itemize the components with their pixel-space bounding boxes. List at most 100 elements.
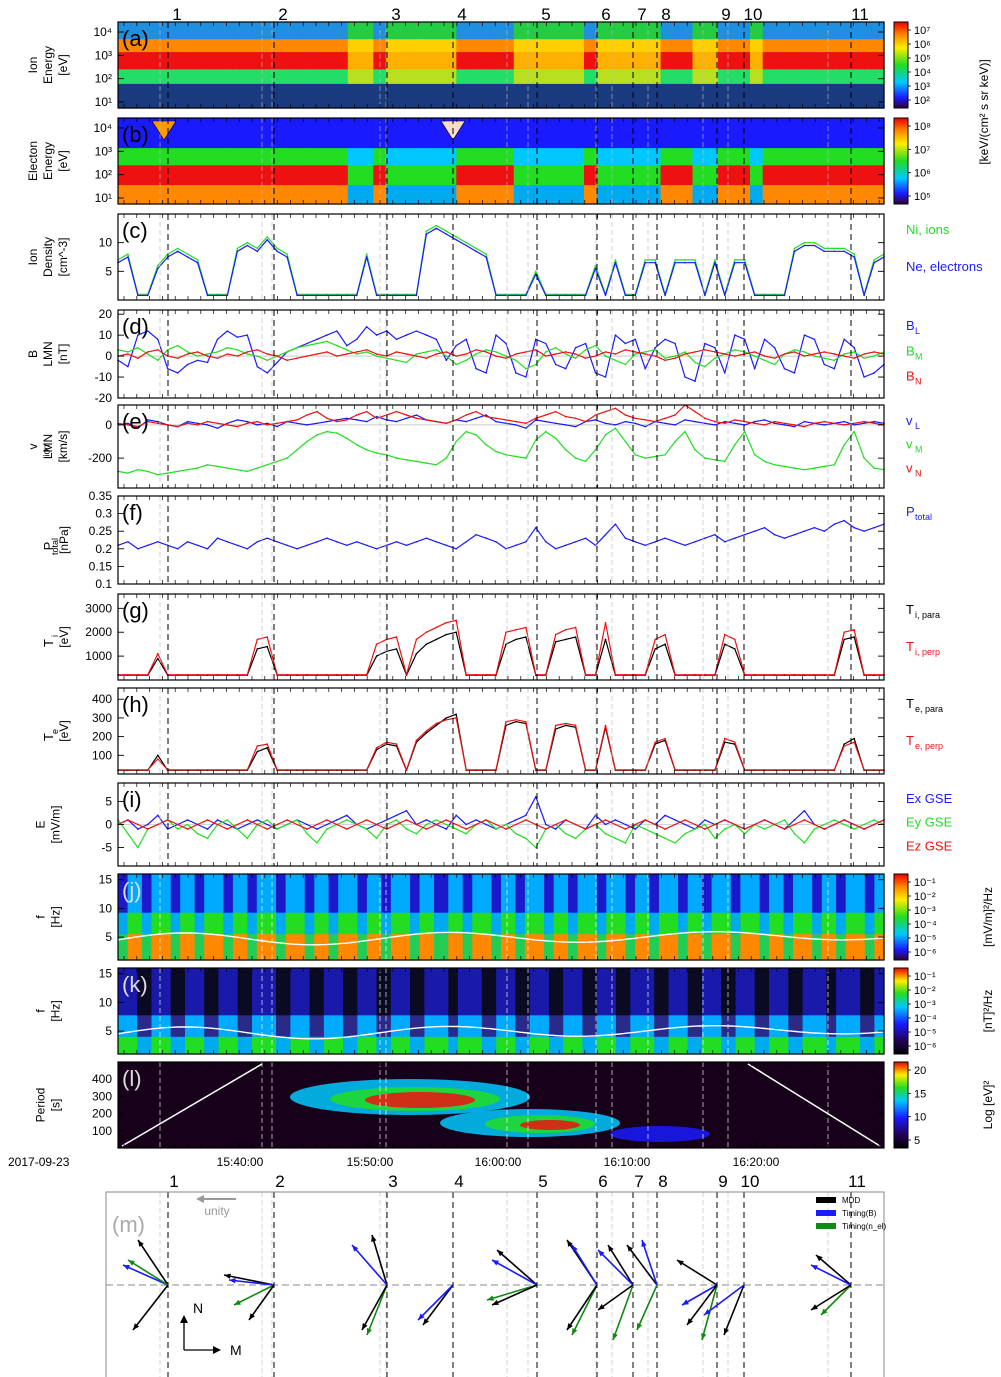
normal-vector-head bbox=[598, 1250, 605, 1257]
heatmap-cell bbox=[735, 874, 741, 914]
data-point bbox=[584, 342, 587, 345]
heatmap-cell bbox=[127, 912, 133, 935]
heatmap-cell bbox=[745, 1036, 751, 1055]
heatmap-cell bbox=[794, 148, 802, 166]
heatmap-cell bbox=[750, 165, 757, 186]
heatmap-cell bbox=[529, 968, 536, 1016]
normal-vector-head bbox=[567, 1323, 573, 1330]
data-point bbox=[704, 422, 706, 425]
heatmap-cell bbox=[360, 52, 368, 70]
heatmap-cell bbox=[801, 148, 808, 166]
data-point bbox=[724, 741, 726, 743]
data-point bbox=[296, 823, 298, 826]
heatmap-cell bbox=[175, 83, 183, 109]
heatmap-cell bbox=[826, 69, 834, 85]
heatmap-cell bbox=[793, 874, 799, 914]
heatmap-cell bbox=[149, 83, 157, 109]
data-point bbox=[664, 422, 666, 425]
heatmap-cell bbox=[284, 52, 291, 70]
heatmap-cell bbox=[539, 1036, 545, 1055]
data-point bbox=[823, 530, 826, 532]
data-point bbox=[147, 330, 149, 332]
data-point bbox=[266, 424, 269, 426]
heatmap-cell bbox=[322, 185, 330, 205]
heatmap-cell bbox=[649, 1015, 655, 1038]
normal-vector bbox=[703, 1284, 745, 1316]
heatmap-cell bbox=[673, 185, 681, 205]
heatmap-cell bbox=[247, 968, 253, 1016]
heatmap-cell bbox=[615, 1015, 622, 1038]
heatmap-cell bbox=[285, 934, 291, 961]
heatmap-cell bbox=[759, 1015, 765, 1038]
heatmap-cell bbox=[264, 39, 272, 53]
data-point bbox=[157, 422, 159, 425]
heatmap-cell bbox=[494, 185, 502, 205]
heatmap-cell bbox=[411, 52, 419, 70]
data-point bbox=[853, 422, 855, 425]
heatmap-cell bbox=[628, 185, 636, 205]
data-point bbox=[634, 828, 637, 830]
heatmap-cell bbox=[590, 148, 598, 166]
heatmap-cell bbox=[328, 1015, 334, 1038]
data-point bbox=[326, 340, 328, 343]
heatmap-cell bbox=[582, 912, 588, 935]
heatmap-cell bbox=[386, 912, 392, 935]
data-point bbox=[604, 434, 607, 436]
data-point bbox=[415, 460, 418, 463]
data-point bbox=[674, 355, 676, 357]
heatmap-cell bbox=[584, 165, 591, 186]
heatmap-cell bbox=[532, 185, 540, 205]
heatmap-cell bbox=[794, 165, 802, 186]
heatmap-cell bbox=[299, 912, 306, 935]
data-point bbox=[853, 629, 855, 631]
heatmap-cell bbox=[143, 148, 151, 166]
heatmap-cell bbox=[663, 1015, 670, 1038]
heatmap-cell bbox=[469, 22, 477, 40]
heatmap-cell bbox=[515, 874, 521, 914]
heatmap-cell bbox=[411, 185, 419, 205]
heatmap-cell bbox=[323, 934, 330, 961]
data-point bbox=[346, 437, 348, 440]
heatmap-cell bbox=[392, 83, 400, 109]
heatmap-cell bbox=[545, 52, 553, 70]
heatmap-cell bbox=[673, 83, 681, 109]
heatmap-cell bbox=[673, 52, 681, 70]
data-point bbox=[465, 828, 468, 830]
heatmap-cell bbox=[390, 968, 397, 1016]
normal-vector-head bbox=[811, 1265, 818, 1271]
heatmap-cell bbox=[501, 148, 508, 166]
data-point bbox=[375, 355, 378, 357]
data-point bbox=[375, 353, 378, 355]
heatmap-cell bbox=[552, 22, 560, 40]
data-point bbox=[564, 638, 567, 641]
heatmap-cell bbox=[705, 185, 713, 205]
heatmap-cell bbox=[592, 874, 598, 914]
heatmap-cell bbox=[347, 912, 354, 935]
data-point bbox=[734, 334, 736, 336]
data-point bbox=[773, 422, 776, 425]
data-point bbox=[276, 823, 279, 826]
heatmap-cell bbox=[381, 968, 387, 1016]
heatmap-cell bbox=[264, 185, 272, 205]
heatmap-cell bbox=[812, 934, 818, 961]
heatmap-cell bbox=[162, 83, 170, 109]
heatmap-cell bbox=[390, 934, 397, 961]
heatmap-cell bbox=[418, 148, 425, 166]
data-point bbox=[515, 720, 517, 723]
heatmap-cell bbox=[181, 118, 189, 149]
data-point bbox=[664, 814, 666, 817]
heatmap-cell bbox=[682, 1036, 689, 1055]
heatmap-cell bbox=[783, 912, 789, 935]
data-point bbox=[853, 256, 855, 258]
data-point bbox=[435, 819, 438, 821]
heatmap-cell bbox=[169, 52, 177, 70]
data-point bbox=[216, 338, 219, 341]
heatmap-cell bbox=[341, 22, 349, 40]
heatmap-cell bbox=[730, 69, 738, 85]
heatmap-cell bbox=[615, 52, 623, 70]
data-point bbox=[833, 359, 836, 362]
heatmap-cell bbox=[143, 165, 151, 186]
heatmap-cell bbox=[679, 52, 687, 70]
heatmap-cell bbox=[335, 185, 342, 205]
data-point bbox=[564, 351, 567, 353]
